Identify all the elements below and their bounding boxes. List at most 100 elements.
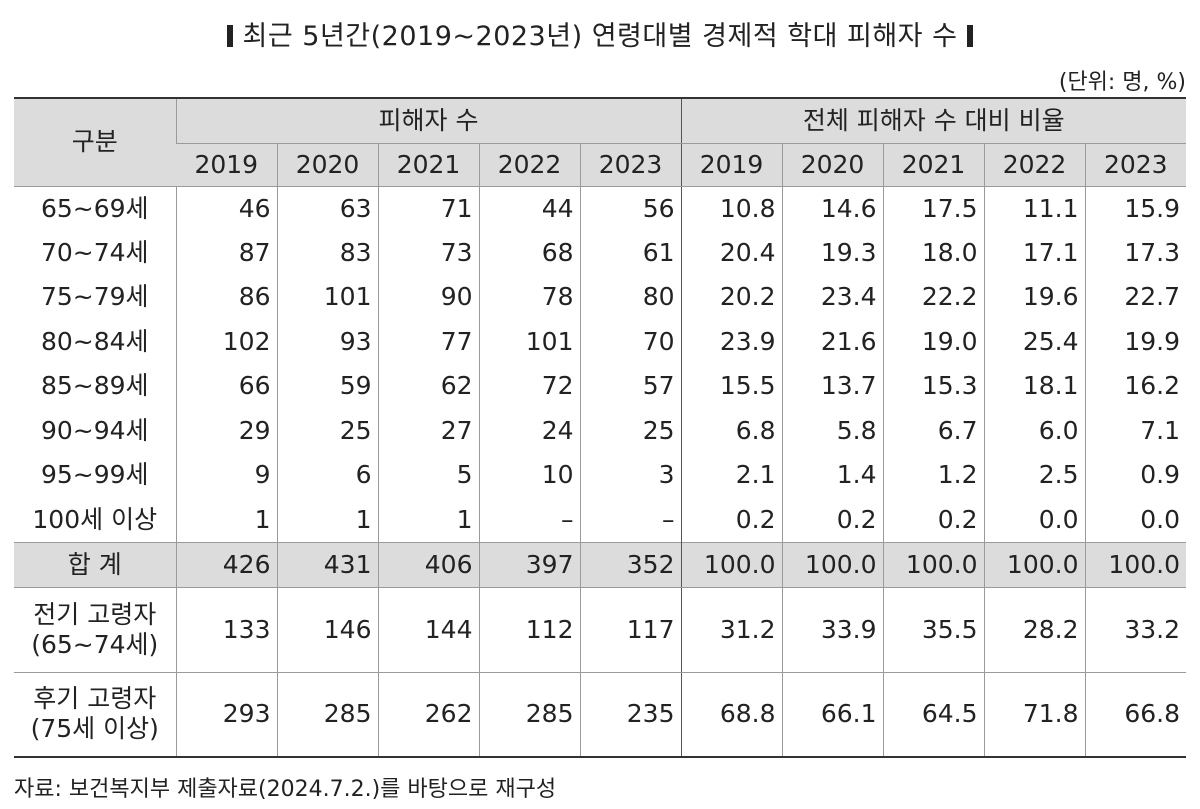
header-category: 구분 bbox=[14, 97, 176, 187]
header-count-year: 2023 bbox=[579, 143, 681, 187]
header-ratio-year: 2020 bbox=[781, 143, 883, 187]
ratio-cell: 66.1 bbox=[781, 672, 883, 758]
row-label: 전기 고령자 (65~74세) bbox=[14, 587, 176, 673]
header-group-count: 피해자 수 bbox=[175, 97, 681, 144]
table-row: 전기 고령자 (65~74세) 133 146 144 112 117 31.2 33.9 35.… bbox=[14, 587, 1186, 673]
row-label-line2: (75세 이상) bbox=[30, 714, 159, 744]
ratio-cell: 15.5 bbox=[680, 364, 782, 409]
count-cell: 77 bbox=[377, 319, 479, 364]
row-label: 70~74세 bbox=[40, 237, 149, 267]
ratio-cell: 1.2 bbox=[882, 453, 984, 498]
ratio-cell: 18.0 bbox=[882, 230, 984, 275]
count-cell: 3 bbox=[579, 453, 681, 498]
table-row: 95~99세 9 6 5 10 3 2.1 1.4 1.2 2.5 0.9 bbox=[14, 453, 1186, 498]
ratio-cell: 5.8 bbox=[781, 408, 883, 453]
ratio-cell: 100.0 bbox=[983, 541, 1085, 588]
header-group-ratio: 전체 피해자 수 대비 비율 bbox=[680, 97, 1186, 144]
count-cell: 144 bbox=[377, 587, 479, 673]
ratio-cell: 25.4 bbox=[983, 319, 1085, 364]
count-cell: 63 bbox=[276, 186, 378, 231]
count-cell: 352 bbox=[579, 541, 681, 588]
count-cell: 5 bbox=[377, 453, 479, 498]
table-row: 100세 이상 1 1 1– –0.2 0.2 0.2 0.0 0.0 bbox=[14, 497, 1186, 542]
count-cell: 10 bbox=[478, 453, 580, 498]
count-cell: 73 bbox=[377, 230, 479, 275]
count-cell: 285 bbox=[478, 672, 580, 758]
count-cell: 56 bbox=[579, 186, 681, 231]
count-cell: 70 bbox=[579, 319, 681, 364]
count-cell: 27 bbox=[377, 408, 479, 453]
ratio-cell: 6.0 bbox=[983, 408, 1085, 453]
count-cell: 426 bbox=[175, 541, 277, 588]
count-cell: 9 bbox=[175, 453, 277, 498]
count-cell: 1 bbox=[276, 497, 378, 542]
data-table: 구분 피해자 수 전체 피해자 수 대비 비율 2019 2020 2021 2022… bbox=[14, 97, 1186, 758]
count-cell: 6 bbox=[276, 453, 378, 498]
ratio-cell: 6.8 bbox=[680, 408, 782, 453]
ratio-cell: 35.5 bbox=[882, 587, 984, 673]
title-text: 최근 5년간(2019~2023년) 연령대별 경제적 학대 피해자 수 bbox=[242, 21, 958, 52]
ratio-cell: 28.2 bbox=[983, 587, 1085, 673]
table-row: 후기 고령자 (75세 이상) 293 285 262 285 235 68.8 66.1 64.… bbox=[14, 672, 1186, 758]
ratio-cell: 17.1 bbox=[983, 230, 1085, 275]
table-row: 75~79세 86 101 90 78 80 20.2 23.4 22.2 19.6 22.7 bbox=[14, 275, 1186, 320]
count-cell: 25 bbox=[276, 408, 378, 453]
count-cell: 262 bbox=[377, 672, 479, 758]
count-cell: 80 bbox=[579, 275, 681, 320]
count-cell: 83 bbox=[276, 230, 378, 275]
count-cell: 61 bbox=[579, 230, 681, 275]
ratio-cell: 10.8 bbox=[680, 186, 782, 231]
ratio-cell: 71.8 bbox=[983, 672, 1085, 758]
count-cell: 133 bbox=[175, 587, 277, 673]
count-cell: 293 bbox=[175, 672, 277, 758]
ratio-cell: 19.0 bbox=[882, 319, 984, 364]
ratio-cell: 0.9 bbox=[1084, 453, 1186, 498]
count-cell: 46 bbox=[175, 186, 277, 231]
ratio-cell: 2.1 bbox=[680, 453, 782, 498]
source-note: 자료: 보건복지부 제출자료(2024.7.2.)를 바탕으로 재구성 bbox=[14, 777, 557, 802]
row-label: 75~79세 bbox=[40, 282, 149, 312]
count-cell: 44 bbox=[478, 186, 580, 231]
ratio-cell: 31.2 bbox=[680, 587, 782, 673]
ratio-cell: 100.0 bbox=[1084, 541, 1186, 588]
count-cell: 57 bbox=[579, 364, 681, 409]
unit-note: (단위: 명, %) bbox=[1058, 70, 1186, 95]
count-cell: 25 bbox=[579, 408, 681, 453]
header-count-year: 2019 bbox=[176, 143, 277, 187]
ratio-cell: 19.3 bbox=[781, 230, 883, 275]
ratio-cell: 64.5 bbox=[882, 672, 984, 758]
header-ratio-year: 2019 bbox=[680, 143, 782, 187]
row-label-line1: 후기 고령자 bbox=[33, 684, 157, 714]
table-row: 합 계 426 431 406 397 352 100.0 100.0 100.0 100.0 10… bbox=[14, 541, 1186, 588]
count-cell: – bbox=[478, 497, 580, 542]
ratio-cell: 22.2 bbox=[882, 275, 984, 320]
header-count-year: 2022 bbox=[478, 143, 580, 187]
ratio-cell: 33.2 bbox=[1084, 587, 1186, 673]
row-label: 후기 고령자 (75세 이상) bbox=[14, 672, 176, 758]
count-cell: 72 bbox=[478, 364, 580, 409]
ratio-cell: 19.6 bbox=[983, 275, 1085, 320]
header-ratio-year: 2023 bbox=[1084, 143, 1186, 187]
count-cell: 87 bbox=[175, 230, 277, 275]
row-label: 85~89세 bbox=[40, 371, 149, 401]
row-label: 80~84세 bbox=[40, 326, 149, 356]
ratio-cell: 18.1 bbox=[983, 364, 1085, 409]
ratio-cell: 17.3 bbox=[1084, 230, 1186, 275]
ratio-cell: 15.9 bbox=[1084, 186, 1186, 231]
count-cell: 431 bbox=[276, 541, 378, 588]
count-cell: 71 bbox=[377, 186, 479, 231]
count-cell: 62 bbox=[377, 364, 479, 409]
row-label-line1: 전기 고령자 bbox=[33, 599, 157, 629]
ratio-cell: 7.1 bbox=[1084, 408, 1186, 453]
count-cell: 78 bbox=[478, 275, 580, 320]
row-label-line2: (65~74세) bbox=[31, 629, 159, 659]
count-cell: 101 bbox=[478, 319, 580, 364]
row-label: 65~69세 bbox=[40, 193, 149, 223]
ratio-cell: 17.5 bbox=[882, 186, 984, 231]
header-ratio-year: 2021 bbox=[882, 143, 984, 187]
row-label: 합 계 bbox=[14, 541, 176, 588]
count-cell: – bbox=[579, 497, 681, 542]
count-cell: 90 bbox=[377, 275, 479, 320]
ratio-cell: 16.2 bbox=[1084, 364, 1186, 409]
count-cell: 24 bbox=[478, 408, 580, 453]
